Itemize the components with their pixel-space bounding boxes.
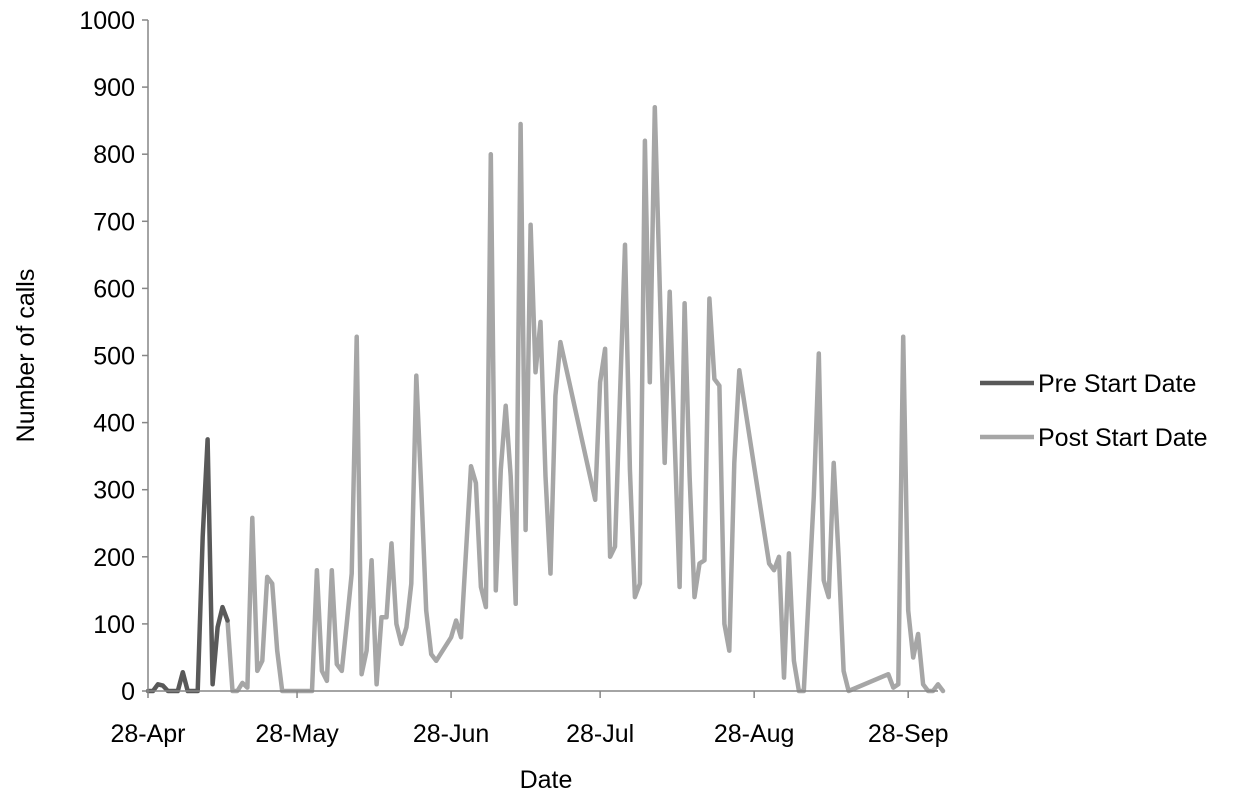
y-tick-label: 200: [93, 544, 135, 572]
y-tick-label: 300: [93, 477, 135, 505]
y-tick-label: 800: [93, 141, 135, 169]
legend-label-pre-start-date: Pre Start Date: [1038, 370, 1196, 398]
y-tick-label: 600: [93, 275, 135, 303]
y-tick-label: 900: [93, 74, 135, 102]
y-tick-label: 500: [93, 343, 135, 371]
plot-area: [145, 104, 946, 694]
x-tick-label: 28-Jul: [566, 720, 634, 748]
x-tick-label: 28-Apr: [110, 720, 185, 748]
y-axis-title: Number of calls: [12, 269, 40, 443]
y-tick-label: 100: [93, 611, 135, 639]
y-tick-label: 400: [93, 410, 135, 438]
x-tick-label: 28-Jun: [413, 720, 489, 748]
y-tick-label: 700: [93, 208, 135, 236]
legend: Pre Start Date Post Start Date: [980, 370, 1208, 452]
y-axis-ticks: 0 100 200 300 400 500 600 700 800 900 1000: [79, 7, 148, 706]
x-tick-label: 28-Aug: [714, 720, 795, 748]
series-line-post-start-date: [225, 104, 946, 694]
x-axis-ticks: 28-Apr 28-May 28-Jun 28-Jul 28-Aug 28-Sep: [110, 691, 949, 748]
y-tick-label: 1000: [79, 7, 135, 35]
legend-label-post-start-date: Post Start Date: [1038, 424, 1208, 452]
y-tick-label: 0: [121, 678, 135, 706]
series-line-pre-start-date: [145, 437, 230, 694]
x-tick-label: 28-Sep: [868, 720, 949, 748]
x-tick-label: 28-May: [255, 720, 339, 748]
x-axis-title: Date: [520, 766, 573, 794]
